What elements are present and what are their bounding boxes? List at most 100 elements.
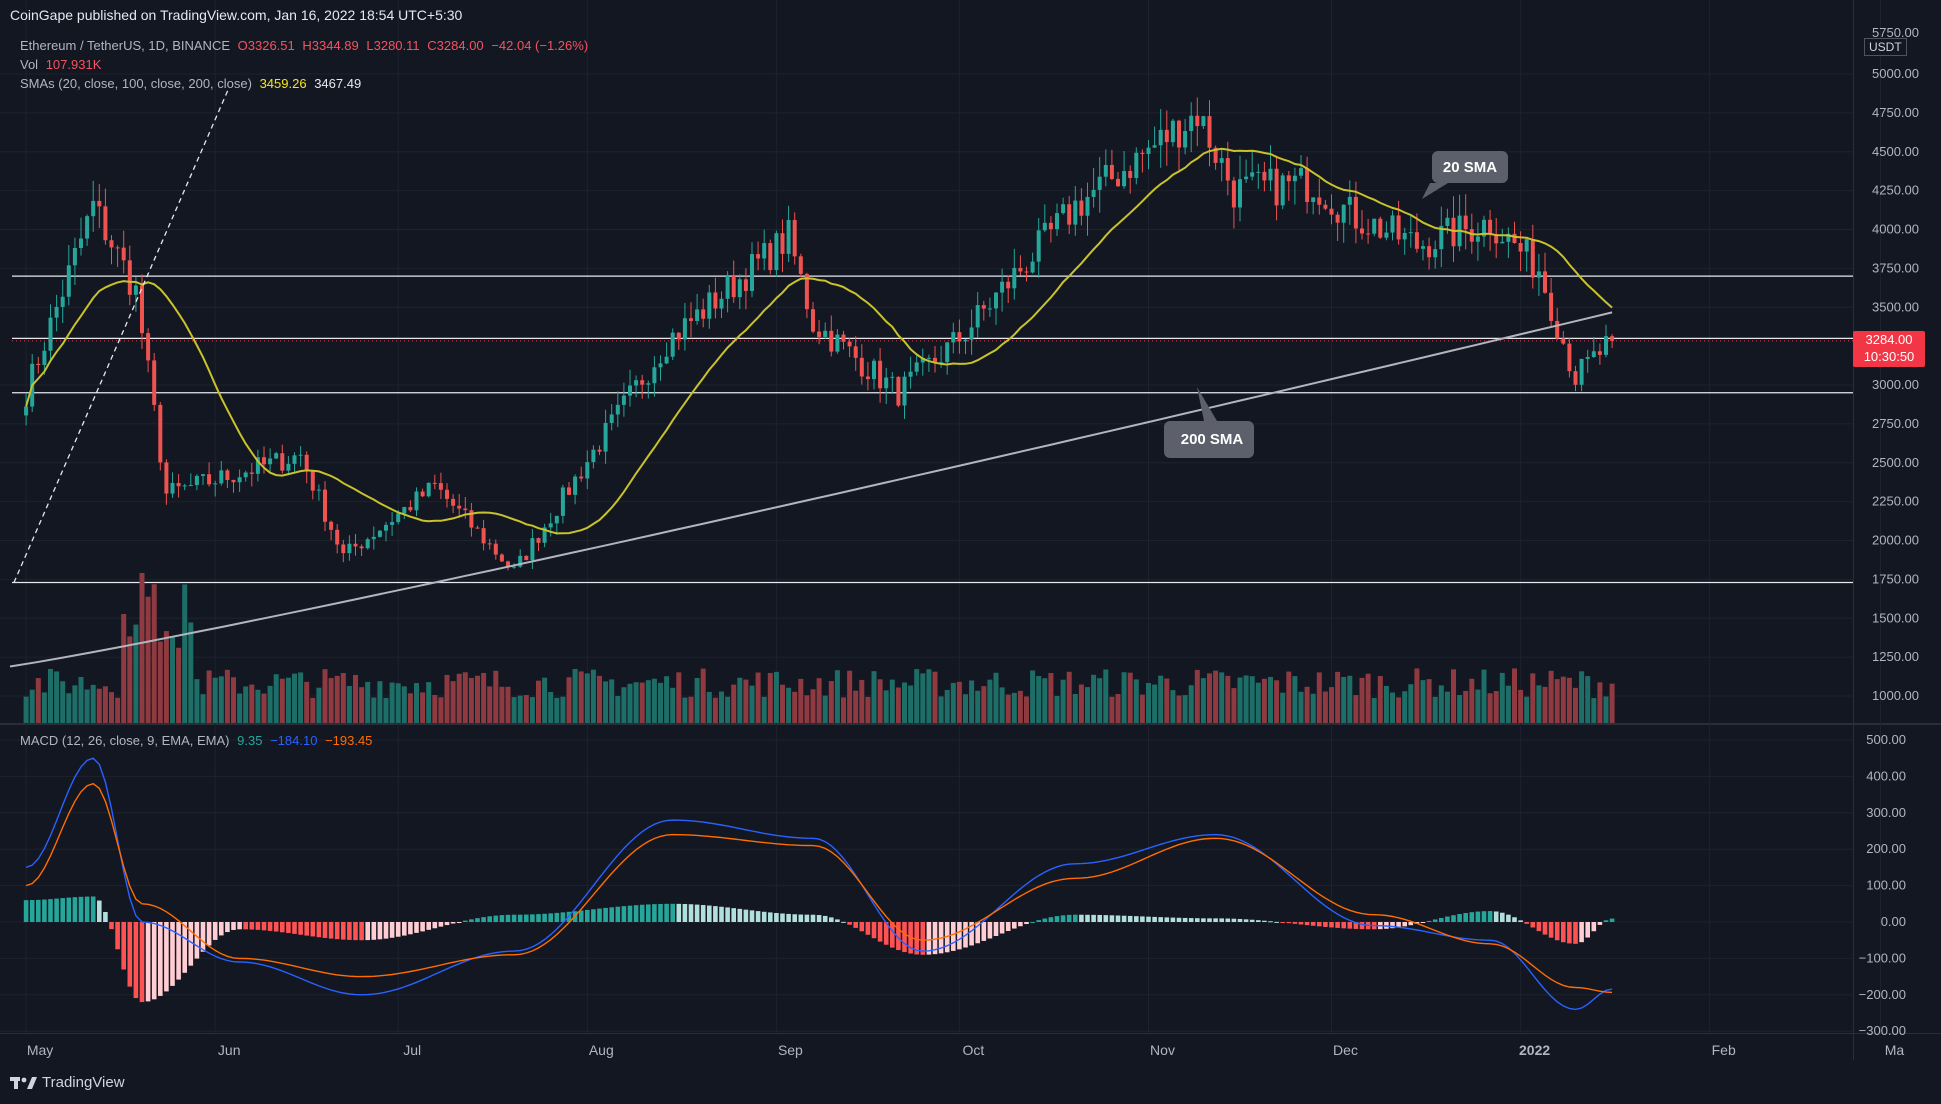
candle-body: [774, 233, 779, 271]
macd-histogram-bar: [505, 914, 511, 922]
volume-bar: [1188, 685, 1194, 723]
time-tick-label: Dec: [1333, 1042, 1358, 1058]
volume-bar: [1091, 674, 1097, 723]
macd-histogram-bar: [1542, 922, 1548, 935]
volume-bar: [1182, 695, 1188, 723]
time-tick-label: Ma: [1885, 1042, 1905, 1058]
macd-histogram-bar: [646, 904, 651, 922]
candle-body: [591, 449, 596, 463]
volume-bar: [1085, 687, 1090, 723]
macd-histogram-bar: [359, 922, 364, 941]
volume-bar: [243, 686, 249, 723]
candle-body: [689, 318, 693, 321]
current-price-tag: 3284.00 10:30:50: [1853, 331, 1925, 367]
volume-bar: [493, 670, 499, 723]
macd-histogram-bar: [121, 922, 126, 970]
macd-label[interactable]: MACD (12, 26, close, 9, EMA, EMA): [20, 733, 230, 748]
candle-body: [933, 357, 937, 363]
candle-body: [731, 276, 736, 298]
macd-histogram-bar: [414, 922, 419, 933]
candle-body: [1536, 271, 1541, 278]
volume-bar: [1194, 669, 1200, 723]
macd-histogram-bar: [652, 904, 657, 922]
volume-bar: [1329, 687, 1334, 723]
candle-body: [1414, 232, 1419, 249]
macd-histogram-bar: [1103, 915, 1109, 922]
macd-histogram-bar: [1060, 915, 1066, 922]
sma20-callout-label: 20 SMA: [1443, 159, 1497, 176]
candle-body: [225, 470, 230, 480]
volume-bar: [743, 679, 749, 723]
candle-body: [621, 395, 626, 405]
candle-body: [432, 482, 437, 484]
volume-bar: [481, 672, 487, 723]
macd-histogram-bar: [1463, 912, 1468, 922]
volume-bar: [200, 694, 206, 723]
volume-bar: [1609, 683, 1615, 723]
candle-body: [487, 543, 492, 545]
macd-histogram-bar: [206, 922, 212, 946]
macd-histogram-bar: [1408, 922, 1414, 926]
candle-body: [97, 200, 102, 207]
macd-histogram-bar: [798, 914, 804, 922]
macd-histogram-bar: [377, 922, 383, 940]
price-tick-label: 1750.00: [1872, 571, 1919, 586]
candle-body: [920, 357, 925, 363]
candle-body: [951, 332, 956, 343]
volume-bar: [1005, 694, 1011, 723]
volume-bar: [1066, 671, 1072, 723]
macd-histogram-bar: [530, 914, 535, 922]
macd-histogram-bar: [1066, 914, 1072, 922]
volume-bar: [1359, 677, 1365, 723]
candle-body: [1195, 115, 1200, 127]
macd-histogram-bar: [481, 917, 486, 922]
macd-histogram-bar: [1030, 921, 1035, 923]
candle-body: [847, 341, 852, 347]
volume-bar: [292, 673, 297, 723]
symbol-name[interactable]: Ethereum / TetherUS, 1D, BINANCE: [20, 38, 231, 53]
candle-body: [1561, 338, 1566, 344]
macd-histogram-bar: [273, 922, 279, 932]
price-tick-label: 4250.00: [1872, 183, 1919, 198]
macd-histogram-bar: [1073, 914, 1078, 922]
candle-body: [1183, 131, 1188, 148]
sma-label[interactable]: SMAs (20, close, 100, close, 200, close): [20, 76, 252, 91]
volume-bar: [1463, 690, 1469, 723]
tradingview-brand[interactable]: TradingView: [10, 1074, 125, 1091]
currency-tag[interactable]: USDT: [1864, 38, 1907, 56]
candle-body: [750, 254, 754, 291]
volume-bar: [273, 674, 279, 723]
candle-body: [1494, 234, 1499, 244]
volume-bar: [694, 677, 700, 723]
candle-body: [1396, 215, 1401, 240]
volume-bars: [23, 573, 1615, 723]
candle-body: [194, 475, 199, 486]
candle-body: [1439, 225, 1444, 250]
volume-bar: [590, 669, 596, 723]
volume-bar: [1548, 670, 1554, 723]
macd-histogram-bar: [792, 914, 797, 922]
volume-bar: [401, 686, 407, 723]
volume-bar: [566, 677, 572, 723]
macd-histogram-bar: [1561, 922, 1566, 943]
candle-body: [445, 489, 449, 499]
macd-histogram-bar: [78, 896, 84, 922]
candle-body: [1341, 204, 1346, 223]
trendline: [13, 89, 229, 583]
volume-label[interactable]: Vol: [20, 57, 39, 72]
macd-histogram-bar: [145, 922, 151, 1002]
volume-bar: [1341, 676, 1347, 723]
macd-histogram-bar: [774, 912, 779, 922]
candle-body: [713, 292, 718, 309]
candle-body: [987, 308, 992, 310]
macd-histogram-bar: [347, 922, 352, 940]
macd-histogram-bar: [1396, 922, 1401, 928]
volume-bar: [371, 697, 377, 723]
candle-body: [567, 487, 571, 495]
candle-body: [420, 491, 425, 497]
volume-bar: [1365, 673, 1371, 723]
volume-bar: [41, 692, 47, 723]
macd-histogram-bar: [865, 922, 871, 935]
volume-bar: [1371, 697, 1377, 723]
